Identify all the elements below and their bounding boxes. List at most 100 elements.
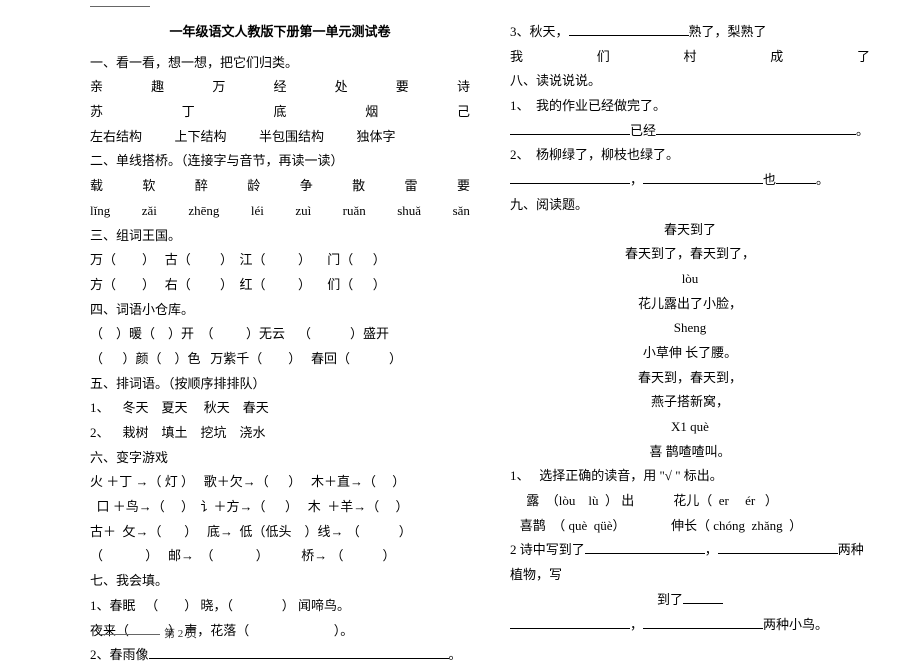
sec3-l1: 万（ ） 古（ ） 江（ ） 门（ ） — [90, 248, 470, 273]
blank — [149, 645, 449, 659]
char: 丁 — [182, 100, 195, 125]
sec2-row1: 载 软 醉 龄 争 散 雷 要 — [90, 174, 470, 199]
sec7-l2: 2、春雨像。 — [90, 643, 470, 668]
blank — [569, 22, 689, 36]
poem-l2: 花儿露出了小脸， — [510, 292, 870, 317]
char: 烟 — [365, 100, 378, 125]
page-footer: 第 2 页 — [100, 625, 197, 641]
char: 载 — [90, 174, 103, 199]
char: 经 — [273, 75, 286, 100]
char: 我 — [510, 45, 523, 70]
blank — [585, 540, 705, 554]
q2-l3: ，两种小鸟。 — [510, 613, 870, 638]
poem-title: 春天到了 — [510, 218, 870, 243]
q1-l2: 喜鹊 （ què qüè） 伸长（ chóng zhǎng ） — [510, 514, 870, 539]
char: 村 — [683, 45, 696, 70]
pinyin: lǐng — [90, 199, 110, 224]
blank — [510, 615, 630, 629]
text: 也 — [763, 172, 776, 187]
char: 醉 — [195, 174, 208, 199]
q1-head: 1、 选择正确的读音，用 "√ " 标出。 — [510, 464, 870, 489]
left-column: 一年级语文人教版下册第一单元测试卷 一、看一看，想一想，把它们归类。 亲 趣 万… — [90, 20, 470, 668]
poem-l3: 小草伸 长了腰。 — [510, 341, 870, 366]
text: 两种小鸟。 — [763, 617, 828, 632]
char: 们 — [597, 45, 610, 70]
sec8-blank1: 已经 。 — [510, 119, 870, 144]
sec8-l2: 2、 杨柳绿了，柳枝也绿了。 — [510, 143, 870, 168]
char: 要 — [457, 174, 470, 199]
text: 3、秋天， — [510, 24, 569, 39]
char: 成 — [770, 45, 783, 70]
char: 龄 — [247, 174, 260, 199]
char: 万 — [212, 75, 225, 100]
pinyin: zhēng — [188, 199, 219, 224]
sec6-l1: 火 ＋丁 →（ 灯 ） 歌＋欠→（ ） 木＋直→（ ） — [90, 470, 470, 495]
blank — [683, 590, 723, 604]
poem-pinyin1: lòu — [510, 267, 870, 292]
blank — [643, 615, 763, 629]
sec2-head: 二、单线搭桥。（连接字与音节，再读一读） — [90, 149, 470, 174]
q1-l1: 露 （lòu lù ） 出 花儿（ er ér ） — [510, 489, 870, 514]
char: 处 — [335, 75, 348, 100]
sec3-head: 三、组词王国。 — [90, 224, 470, 249]
char: 诗 — [457, 75, 470, 100]
poem-pinyin3: X1 què — [510, 415, 870, 440]
sec7-head: 七、我会填。 — [90, 569, 470, 594]
blank — [510, 170, 630, 184]
q2-l2: 到了 — [510, 588, 870, 613]
sec1-struct: 左右结构 上下结构 半包围结构 独体字 — [90, 125, 470, 150]
text: 熟了，梨熟了 — [689, 24, 767, 39]
sec1-row1: 亲 趣 万 经 处 要 诗 — [90, 75, 470, 100]
sec9-head: 九、阅读题。 — [510, 193, 870, 218]
text: 。 — [856, 123, 869, 138]
sec4-l2: （ ）颜（ ）色 万紫千（ ） 春回（ ） — [90, 347, 470, 372]
text: 。 — [816, 172, 829, 187]
pinyin: ruǎn — [343, 199, 366, 224]
r1: 3、秋天， 熟了，梨熟了 — [510, 20, 870, 45]
sec5-l2: 2、 栽树 填土 挖坑 浇水 — [90, 421, 470, 446]
pinyin: zuì — [295, 199, 311, 224]
q2-l1: 2 诗中写到了，两种植物，写 — [510, 538, 870, 587]
text: 到了 — [657, 592, 683, 607]
blank — [656, 121, 856, 135]
top-rule — [90, 6, 150, 7]
char: 要 — [396, 75, 409, 100]
sec8-l1: 1、 我的作业已经做完了。 — [510, 94, 870, 119]
poem-l1: 春天到了，春天到了， — [510, 242, 870, 267]
sec5-l1: 1、 冬天 夏天 秋天 春天 — [90, 396, 470, 421]
text: 2 诗中写到了 — [510, 542, 585, 557]
text: ， — [630, 172, 643, 187]
char: 散 — [352, 174, 365, 199]
pinyin: shuǎ — [397, 199, 421, 224]
blank — [776, 170, 816, 184]
r2: 我 们 村 成 了 — [510, 45, 870, 70]
pinyin: zǎi — [142, 199, 157, 224]
poem-pinyin2: Sheng — [510, 316, 870, 341]
char: 亲 — [90, 75, 103, 100]
pinyin: léi — [251, 199, 264, 224]
sec6-l2: 口 ＋鸟→（ ） 讠＋方→（ ） 木 ＋羊→（ ） — [90, 495, 470, 520]
sec6-l3: 古＋ 攵→（ ） 底→ 低（低头 ）线→ （ ） — [90, 520, 470, 545]
page: 一年级语文人教版下册第一单元测试卷 一、看一看，想一想，把它们归类。 亲 趣 万… — [0, 20, 920, 668]
char: 苏 — [90, 100, 103, 125]
poem-l5: 燕子搭新窝， — [510, 390, 870, 415]
pinyin: sǎn — [453, 199, 470, 224]
page-number: 第 2 页 — [164, 628, 197, 640]
sec6-l4: （ ） 邮→ （ ） 桥→ （ ） — [90, 544, 470, 569]
blank — [718, 540, 838, 554]
blank — [643, 170, 763, 184]
sec8-blank2: ， 也 。 — [510, 168, 870, 193]
poem-l6: 喜 鹊喳喳叫。 — [510, 440, 870, 465]
sec7-l1: 1、春眠 （ ） 晓，（ ） 闻啼鸟。 — [90, 594, 470, 619]
poem-l4: 春天到，春天到， — [510, 366, 870, 391]
sec4-l1: （ ）暖（ ）开 （ ）无云 （ ）盛开 — [90, 322, 470, 347]
title: 一年级语文人教版下册第一单元测试卷 — [90, 20, 470, 45]
char: 软 — [142, 174, 155, 199]
char: 己 — [457, 100, 470, 125]
char: 了 — [857, 45, 870, 70]
sec8-head: 八、读说说说。 — [510, 69, 870, 94]
text: 2、春雨像 — [90, 647, 149, 662]
text: 已经 — [630, 123, 656, 138]
right-column: 3、秋天， 熟了，梨熟了 我 们 村 成 了 八、读说说说。 1、 我的作业已经做… — [510, 20, 870, 668]
sec3-l2: 方（ ） 右（ ） 红（ ） 们（ ） — [90, 273, 470, 298]
